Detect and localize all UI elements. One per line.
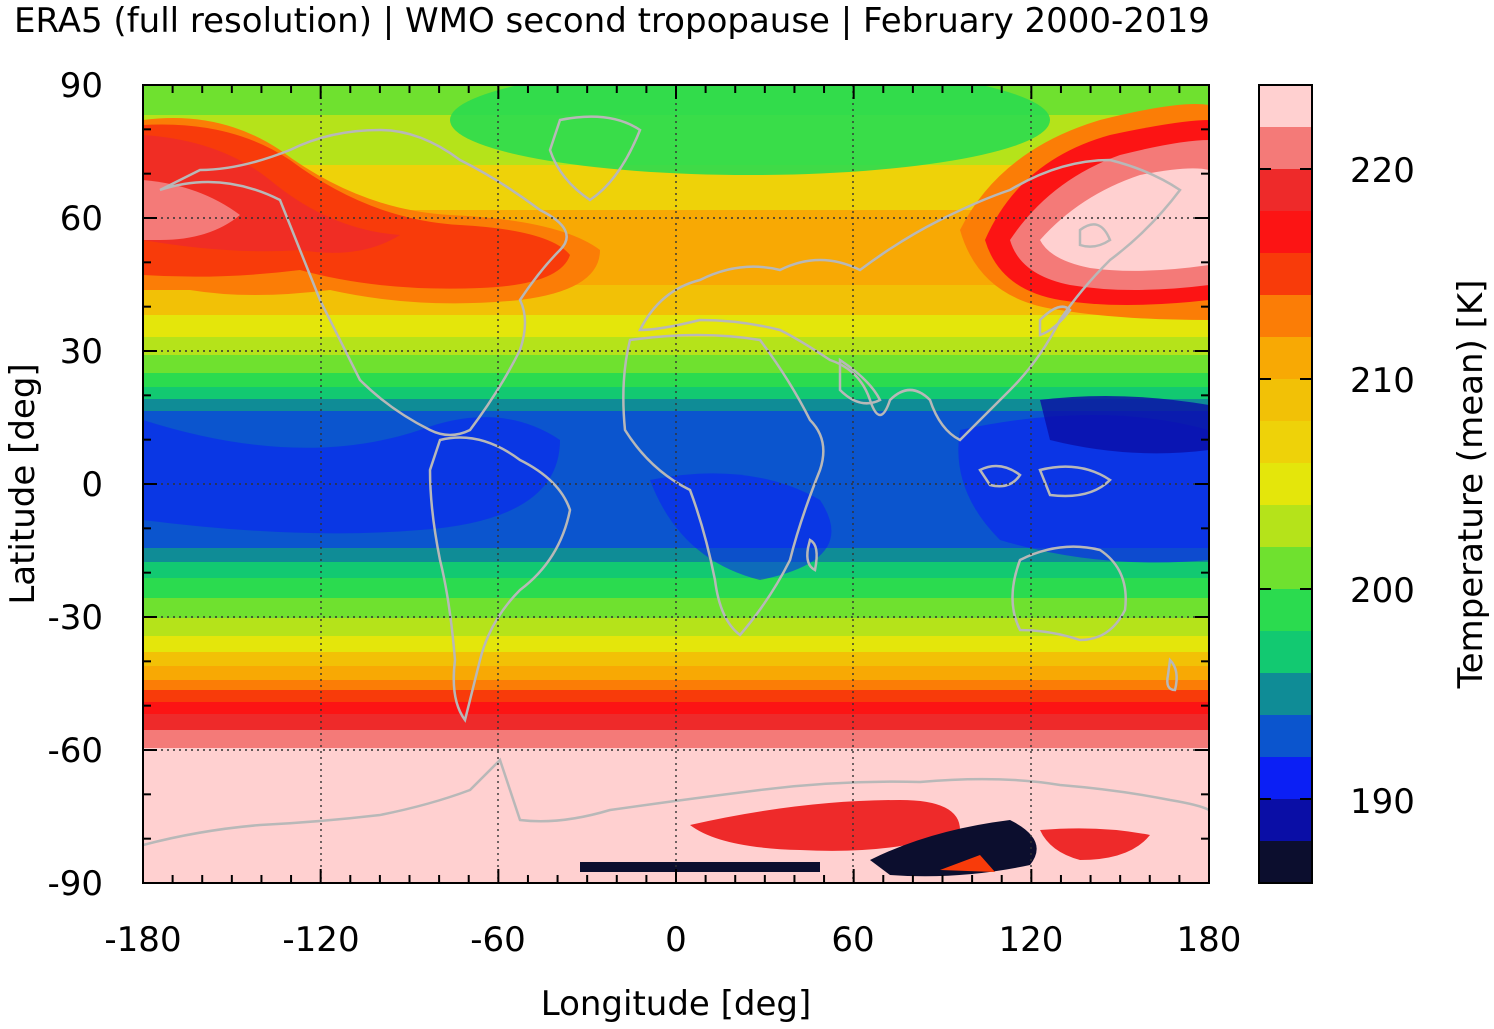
colorbar-swatch: [1259, 673, 1312, 716]
colorbar-swatch: [1259, 631, 1312, 674]
x-axis-label: Longitude [deg]: [541, 984, 812, 1024]
x-tick-label: -120: [282, 920, 359, 960]
colorbar-swatch: [1259, 547, 1312, 590]
y-tick-label: -60: [47, 731, 103, 771]
x-tick-label: 180: [1177, 920, 1242, 960]
colorbar-tick-label: 220: [1350, 151, 1415, 191]
colorbar-swatch: [1259, 85, 1312, 128]
colorbar-swatch: [1259, 505, 1312, 548]
colorbar-swatch: [1259, 463, 1312, 506]
axis-ticks: [142, 84, 1210, 884]
colorbar-swatch: [1259, 253, 1312, 296]
colorbar-label: Temperature (mean) [K]: [1451, 280, 1491, 690]
colorbar-swatch: [1259, 421, 1312, 464]
colorbar-swatch: [1259, 589, 1312, 632]
x-tick-label: 60: [831, 920, 874, 960]
colorbar-swatch: [1259, 841, 1312, 884]
colorbar-swatch: [1259, 379, 1312, 422]
y-tick-label: -90: [47, 864, 103, 904]
colorbar-tick-labels: 220 210 200 190: [1350, 151, 1415, 822]
colorbar-swatch: [1259, 169, 1312, 212]
colorbar-swatch: [1259, 295, 1312, 338]
colorbar-ticks: [1259, 168, 1312, 800]
x-tick-labels: -180 -120 -60 0 60 120 180: [104, 920, 1241, 960]
y-tick-label: 90: [60, 66, 103, 106]
x-tick-label: -60: [470, 920, 526, 960]
grid-lines: [143, 85, 1209, 883]
y-axis-label: Latitude [deg]: [3, 363, 43, 604]
colorbar-swatch: [1259, 715, 1312, 758]
colorbar-swatch: [1259, 211, 1312, 254]
y-tick-label: -30: [47, 598, 103, 638]
x-tick-label: 120: [999, 920, 1064, 960]
y-tick-labels: 90 60 30 0 -30 -60 -90: [47, 66, 103, 904]
colorbar-tick-label: 200: [1350, 571, 1415, 611]
colorbar-tick-label: 190: [1350, 782, 1415, 822]
colorbar-swatch: [1259, 757, 1312, 800]
colorbar-frame: [1258, 84, 1313, 884]
coastlines: [143, 115, 1209, 847]
x-tick-label: -180: [104, 920, 181, 960]
colorbar-swatch: [1259, 337, 1312, 380]
colorbar-tick-label: 210: [1350, 361, 1415, 401]
y-tick-label: 0: [81, 465, 103, 505]
x-tick-label: 0: [665, 920, 687, 960]
y-tick-label: 30: [60, 332, 103, 372]
y-tick-label: 60: [60, 199, 103, 239]
chart-title: ERA5 (full resolution) | WMO second trop…: [14, 1, 1210, 41]
colorbar: [1259, 85, 1312, 884]
colorbar-swatch: [1259, 799, 1312, 842]
colorbar-swatch: [1259, 127, 1312, 170]
